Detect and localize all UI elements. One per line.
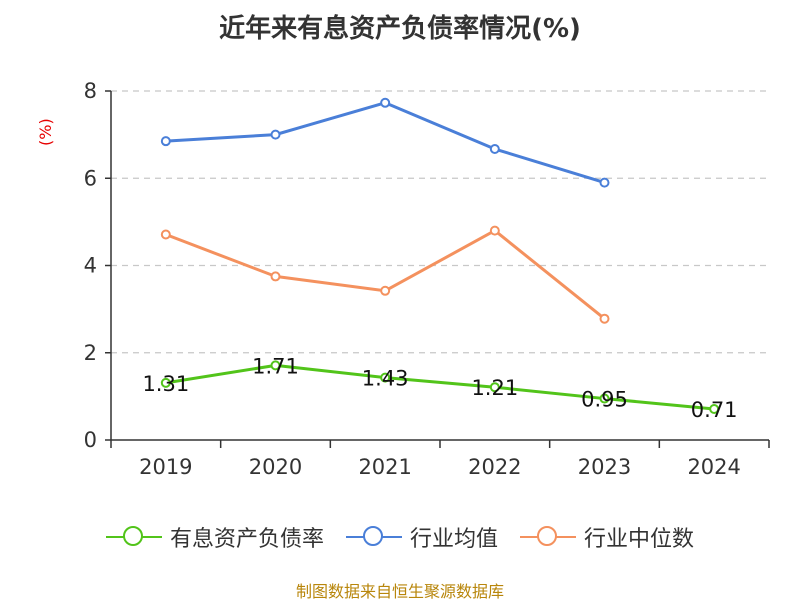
series-line [164,101,606,185]
data-point [599,313,610,324]
data-point [160,377,171,388]
data-point [380,97,391,108]
data-point [380,285,391,296]
y-tick-label: 6 [84,166,97,190]
data-point [489,144,500,155]
x-tick-label: 2021 [358,455,411,479]
data-label: 1.71 [252,354,299,378]
data-point [160,229,171,240]
legend: 有息资产负债率 行业均值 行业中位数 [0,519,800,555]
series-line [164,363,716,411]
data-point [709,404,720,415]
data-point [599,177,610,188]
legend-label: 行业中位数 [584,527,695,552]
x-tick-label: 2020 [249,455,302,479]
data-label: 0.71 [691,398,738,422]
legend-item[interactable]: 行业均值 [345,521,498,553]
legend-item[interactable]: 有息资产负债率 [105,521,324,553]
data-label: 1.21 [471,376,518,400]
chart-title: 近年来有息资产负债率情况(%) [219,14,581,44]
data-point [270,360,281,371]
x-tick-label: 2024 [687,455,740,479]
data-point [270,129,281,140]
source-footnote: 制图数据来自恒生聚源数据库 [295,582,504,600]
y-tick-label: 0 [84,428,97,452]
legend-label: 行业均值 [409,527,498,552]
legend-marker-icon [520,525,576,549]
data-point [380,372,391,383]
data-point [160,136,171,147]
legend-marker-icon [345,525,402,549]
legend-marker-icon [105,525,162,549]
data-point [599,393,610,404]
data-label: 0.95 [581,388,628,412]
data-label: 1.31 [142,372,189,396]
data-point [270,271,281,282]
data-point [489,225,500,236]
y-tick-label: 4 [84,254,97,278]
legend-label: 有息资产负债率 [169,527,324,552]
y-tick-label: 2 [84,341,97,365]
data-point [489,382,500,393]
x-tick-label: 2019 [139,455,192,479]
series-line [164,229,606,321]
y-tick-label: 8 [84,79,97,103]
x-tick-label: 2023 [578,455,631,479]
data-label: 1.43 [362,367,409,391]
x-tick-label: 2022 [468,455,521,479]
legend-item[interactable]: 行业中位数 [520,521,694,553]
